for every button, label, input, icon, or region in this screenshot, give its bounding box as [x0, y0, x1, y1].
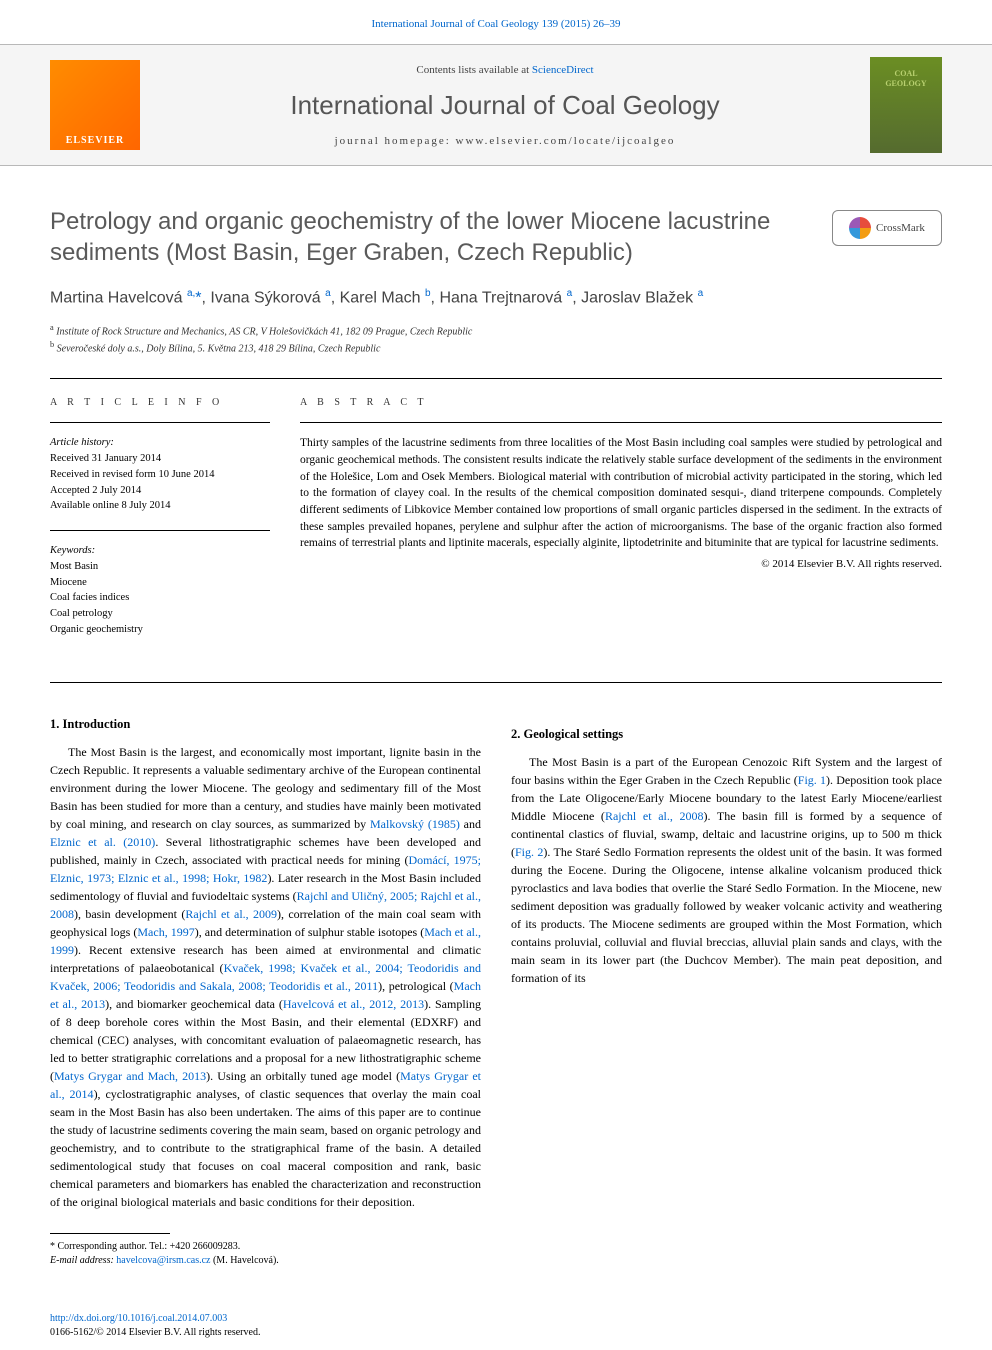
article-title: Petrology and organic geochemistry of th…: [50, 206, 812, 268]
affiliation-a: a Institute of Rock Structure and Mechan…: [50, 322, 942, 339]
abstract-copyright: © 2014 Elsevier B.V. All rights reserved…: [300, 558, 942, 570]
elsevier-logo[interactable]: ELSEVIER: [50, 60, 140, 150]
email-line: E-mail address: havelcova@irsm.cas.cz (M…: [50, 1254, 481, 1268]
keywords-block: Keywords: Most Basin Miocene Coal facies…: [50, 543, 270, 638]
info-divider: [50, 422, 270, 423]
divider-top: [50, 378, 942, 379]
affiliations: a Institute of Rock Structure and Mechan…: [50, 322, 942, 357]
homepage-url[interactable]: www.elsevier.com/locate/ijcoalgeo: [456, 135, 676, 147]
keyword-item: Coal petrology: [50, 606, 270, 622]
crossmark-label: CrossMark: [876, 222, 925, 234]
ref-link[interactable]: Matys Grygar and Mach, 2013: [54, 1069, 206, 1083]
sciencedirect-link[interactable]: ScienceDirect: [532, 64, 594, 76]
history-label: Article history:: [50, 435, 270, 451]
body-columns: 1. Introduction The Most Basin is the la…: [50, 711, 942, 1269]
divider-mid: [50, 682, 942, 683]
keywords-label: Keywords:: [50, 543, 270, 559]
keyword-item: Organic geochemistry: [50, 622, 270, 638]
section-1-heading: 1. Introduction: [50, 715, 481, 734]
article-info-column: A R T I C L E I N F O Article history: R…: [50, 397, 270, 653]
corresponding-author-line: * Corresponding author. Tel.: +420 26600…: [50, 1240, 481, 1254]
header-center: Contents lists available at ScienceDirec…: [140, 64, 870, 147]
abstract-column: A B S T R A C T Thirty samples of the la…: [300, 397, 942, 653]
info-abstract-row: A R T I C L E I N F O Article history: R…: [50, 397, 942, 653]
cover-text-2: GEOLOGY: [885, 79, 926, 89]
keyword-item: Coal facies indices: [50, 590, 270, 606]
crossmark-icon: [849, 217, 871, 239]
section-2-para: The Most Basin is a part of the European…: [511, 753, 942, 987]
authors-line: Martina Havelcová a,*, Ivana Sýkorová a,…: [50, 288, 942, 307]
accepted-line: Accepted 2 July 2014: [50, 483, 270, 499]
ref-link[interactable]: Rajchl et al., 2009: [185, 907, 277, 921]
top-citation[interactable]: International Journal of Coal Geology 13…: [0, 0, 992, 44]
cover-text-1: COAL: [894, 69, 917, 79]
article-info-heading: A R T I C L E I N F O: [50, 397, 270, 408]
homepage-prefix: journal homepage:: [335, 135, 456, 147]
title-row: Petrology and organic geochemistry of th…: [50, 206, 942, 268]
fig-link[interactable]: Fig. 1: [798, 773, 826, 787]
journal-header-band: ELSEVIER Contents lists available at Sci…: [0, 44, 992, 166]
section-2-heading: 2. Geological settings: [511, 725, 942, 744]
crossmark-button[interactable]: CrossMark: [832, 210, 942, 246]
homepage-line: journal homepage: www.elsevier.com/locat…: [140, 135, 870, 147]
affiliation-b: b Severočeské doly a.s., Doly Bílina, 5.…: [50, 339, 942, 356]
footnote-rule: [50, 1233, 170, 1234]
ref-link[interactable]: Malkovský (1985): [370, 817, 460, 831]
abstract-divider: [300, 422, 942, 423]
online-line: Available online 8 July 2014: [50, 498, 270, 514]
ref-link[interactable]: Rajchl et al., 2008: [605, 809, 704, 823]
issn-line: 0166-5162/© 2014 Elsevier B.V. All right…: [50, 1326, 942, 1340]
footer-bar: http://dx.doi.org/10.1016/j.coal.2014.07…: [0, 1298, 992, 1350]
abstract-text: Thirty samples of the lacustrine sedimen…: [300, 435, 942, 552]
revised-line: Received in revised form 10 June 2014: [50, 467, 270, 483]
keyword-item: Most Basin: [50, 559, 270, 575]
article-area: Petrology and organic geochemistry of th…: [0, 166, 992, 1298]
ref-link[interactable]: Elznic et al. (2010): [50, 835, 155, 849]
email-link[interactable]: havelcova@irsm.cas.cz: [116, 1255, 210, 1266]
section-1-para: The Most Basin is the largest, and econo…: [50, 743, 481, 1211]
keyword-item: Miocene: [50, 575, 270, 591]
contents-prefix: Contents lists available at: [416, 64, 531, 76]
ref-link[interactable]: Mach, 1997: [137, 925, 194, 939]
contents-line: Contents lists available at ScienceDirec…: [140, 64, 870, 76]
abstract-heading: A B S T R A C T: [300, 397, 942, 408]
fig-link[interactable]: Fig. 2: [515, 845, 543, 859]
ref-link[interactable]: Havelcová et al., 2012, 2013: [283, 997, 424, 1011]
elsevier-logo-text: ELSEVIER: [66, 135, 125, 146]
journal-cover-thumbnail[interactable]: COAL GEOLOGY: [870, 57, 942, 153]
received-line: Received 31 January 2014: [50, 451, 270, 467]
footnote-block: * Corresponding author. Tel.: +420 26600…: [50, 1225, 481, 1268]
journal-name: International Journal of Coal Geology: [140, 90, 870, 121]
keywords-divider: [50, 530, 270, 531]
history-block: Article history: Received 31 January 201…: [50, 435, 270, 514]
